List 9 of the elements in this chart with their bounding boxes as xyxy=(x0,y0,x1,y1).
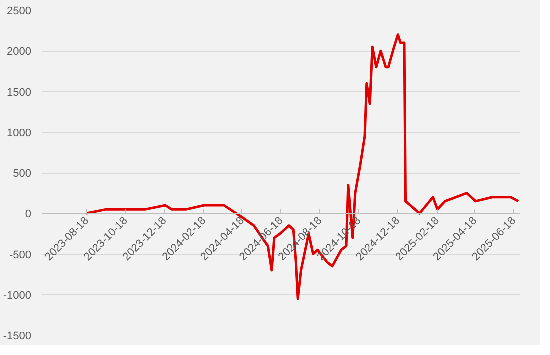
y-tick-label: 1000 xyxy=(7,127,32,140)
y-tick-label: 0 xyxy=(25,208,32,221)
y-tick-label: -1000 xyxy=(3,290,32,302)
y-tick-label: 500 xyxy=(13,168,32,180)
y-tick-label: 1500 xyxy=(7,86,32,99)
y-tick-label: -500 xyxy=(9,249,32,262)
y-tick-label: -1500 xyxy=(3,330,32,342)
y-tick-label: 2500 xyxy=(7,6,32,18)
y-tick-label: 2000 xyxy=(7,46,32,58)
